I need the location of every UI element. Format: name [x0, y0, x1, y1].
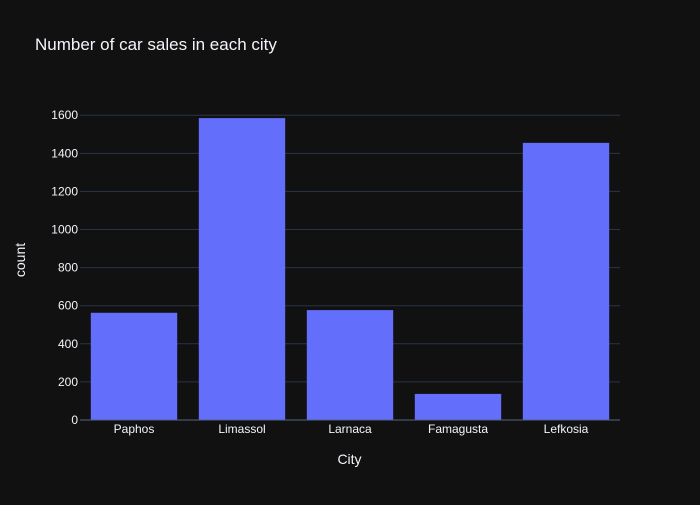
y-tick-label: 400	[58, 337, 78, 351]
y-tick-label: 1000	[51, 223, 78, 237]
x-axis-ticks: Paphos Limassol Larnaca Famagusta Lefkosia	[114, 422, 589, 436]
x-tick-label-larnaca: Larnaca	[328, 422, 372, 436]
x-tick-label-famagusta: Famagusta	[428, 422, 488, 436]
chart-title: Number of car sales in each city	[35, 35, 277, 54]
y-tick-label: 1200	[51, 184, 78, 198]
x-axis-title: City	[337, 451, 361, 467]
y-tick-label: 600	[58, 299, 78, 313]
y-tick-label: 1400	[51, 146, 78, 160]
y-tick-label: 200	[58, 375, 78, 389]
y-tick-label: 0	[71, 413, 78, 427]
y-tick-label: 1600	[51, 108, 78, 122]
x-tick-label-lefkosia: Lefkosia	[544, 422, 589, 436]
bar-paphos[interactable]	[90, 312, 178, 420]
bar-larnaca[interactable]	[306, 310, 394, 420]
bar-famagusta[interactable]	[414, 393, 502, 420]
bar-lefkosia[interactable]	[522, 142, 610, 420]
bars	[90, 118, 610, 420]
x-tick-label-paphos: Paphos	[114, 422, 155, 436]
bar-limassol[interactable]	[198, 118, 286, 420]
y-tick-label: 800	[58, 261, 78, 275]
y-axis-ticks: 0 200 400 600 800 1000 1200 1400 1600	[51, 108, 78, 427]
x-tick-label-limassol: Limassol	[218, 422, 265, 436]
y-axis-title: count	[12, 243, 28, 277]
